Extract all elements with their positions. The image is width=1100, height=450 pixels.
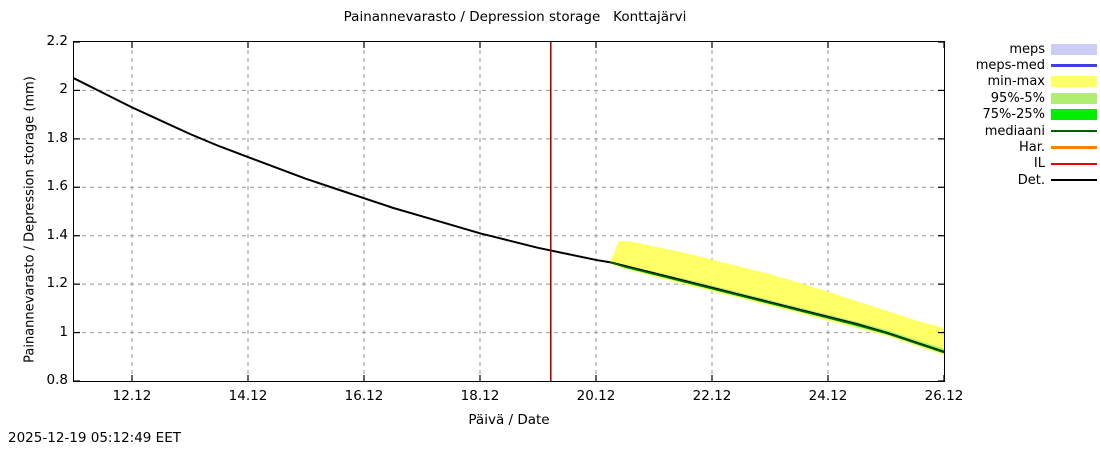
legend-item-har: Har.	[965, 139, 1097, 155]
legend-item-min-max: min-max	[965, 74, 1097, 90]
x-tick-label: 16.12	[344, 388, 384, 404]
legend-label: mediaani	[984, 123, 1045, 139]
x-tick-label: 22.12	[692, 388, 732, 404]
legend-item-il: IL	[965, 156, 1097, 172]
series-lines	[74, 77, 944, 354]
legend-label: 75%-25%	[982, 107, 1045, 123]
y-tick-label: 1.8	[46, 129, 68, 146]
legend-label: min-max	[987, 74, 1045, 90]
legend-item-95-5: 95%-5%	[965, 90, 1097, 106]
y-tick-label: 1	[59, 323, 68, 340]
legend-swatch	[1051, 43, 1097, 55]
y-tick-label: 2	[59, 81, 68, 98]
x-tick-label: 26.12	[924, 388, 964, 404]
legend-label: Har.	[1018, 140, 1045, 156]
y-tick-label: 2.2	[46, 33, 68, 49]
legend-swatch	[1051, 92, 1097, 104]
legend-swatch	[1051, 142, 1097, 153]
y-tick-label: 1.4	[46, 226, 68, 243]
legend-label: IL	[1033, 156, 1045, 172]
legend-swatch	[1051, 60, 1097, 71]
chart-title: Painannevarasto / Depression storage Kon…	[343, 9, 687, 25]
legend-label: Det.	[1017, 172, 1045, 188]
timestamp-label: 2025-12-19 05:12:49 EET	[8, 430, 181, 446]
x-tick-label: 14.12	[228, 388, 268, 404]
legend-label: 95%-5%	[990, 90, 1045, 106]
y-tick-label: 1.2	[46, 275, 68, 292]
legend-item-det: Det.	[965, 172, 1097, 188]
legend-swatch	[1051, 109, 1097, 121]
chart-legend: meps meps-med min-max 95%-5% 75%-25% mediaani…	[965, 41, 1097, 191]
uncertainty-bands	[610, 240, 944, 356]
legend-item-mediaani: mediaani	[965, 123, 1097, 139]
grid-lines	[74, 42, 944, 381]
x-axis-title: Päivä / Date	[468, 412, 550, 428]
y-tick-label: 1.6	[46, 178, 68, 195]
plot-area	[73, 41, 945, 382]
legend-item-meps-med: meps-med	[965, 57, 1097, 73]
y-tick-label: 0.8	[46, 372, 68, 388]
legend-item-meps: meps	[965, 41, 1097, 57]
x-tick-label: 12.12	[112, 388, 152, 404]
legend-label: meps-med	[975, 58, 1045, 74]
legend-swatch	[1051, 76, 1097, 88]
legend-swatch	[1051, 158, 1097, 169]
x-tick-label: 24.12	[808, 388, 848, 404]
legend-swatch	[1051, 175, 1097, 186]
legend-item-75-25: 75%-25%	[965, 107, 1097, 123]
y-axis-tick-labels: 2.2 2 1.8 1.6 1.4 1.2 1 0.8	[20, 0, 68, 450]
plot-canvas	[74, 42, 944, 381]
legend-label: meps	[1009, 41, 1045, 57]
x-tick-label: 18.12	[460, 388, 500, 404]
x-tick-label: 20.12	[576, 388, 616, 404]
legend-swatch	[1051, 126, 1097, 137]
